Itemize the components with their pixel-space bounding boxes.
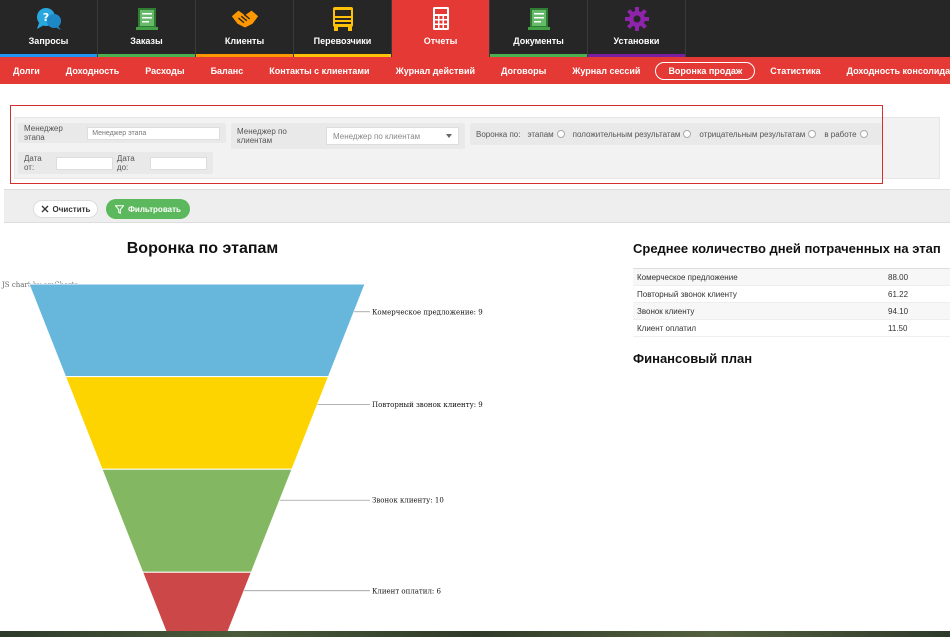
topnav-color-bar xyxy=(588,54,685,57)
financial-plan-title: Финансовый план xyxy=(633,351,753,366)
topnav-color-bar xyxy=(294,54,391,57)
topnav-color-bar xyxy=(0,54,97,57)
radio-label-positive: положительным результатам xyxy=(572,129,681,139)
clear-button[interactable]: Очистить xyxy=(33,200,98,218)
svg-text:?: ? xyxy=(42,11,48,24)
client-manager-group: Менеджер по клиентам Менеджер по клиента… xyxy=(231,123,465,149)
funnel-segment-label: Клиент оплатил: 6 xyxy=(372,587,442,595)
subnav-item-expenses[interactable]: Расходы xyxy=(145,65,185,76)
date-to-label: Дата до: xyxy=(116,154,135,172)
topnav-item-reports[interactable]: Отчеты xyxy=(392,0,490,57)
radio-label-in-progress: в работе xyxy=(824,129,857,139)
funnel-segment-label: Комерческое предложение: 9 xyxy=(372,308,483,316)
funnel-segment-1[interactable] xyxy=(28,283,366,378)
subnav-item-debts[interactable]: Долги xyxy=(13,65,40,76)
radio-positive[interactable] xyxy=(683,130,692,138)
topnav-color-bar xyxy=(98,54,195,57)
stage-name: Комерческое предложение xyxy=(637,272,738,282)
topnav-label: Запросы xyxy=(28,36,69,46)
funnel-segment-2[interactable] xyxy=(64,376,330,470)
funnel-segment-label: Повторный звонок клиенту: 9 xyxy=(372,401,483,409)
subnav-item-consolidation-profit[interactable]: Доходность консолидации xyxy=(846,65,950,76)
stage-manager-group: Менеджер этапа Менеджер этапа xyxy=(18,123,226,143)
topnav-label: Перевозчики xyxy=(313,36,372,46)
truck-icon xyxy=(328,6,358,32)
radio-label-stages: этапам xyxy=(527,129,554,139)
subnav-item-sales-funnel[interactable]: Воронка продаж xyxy=(655,61,756,80)
clear-button-label: Очистить xyxy=(52,204,91,214)
chat-bubbles-icon: ? xyxy=(34,6,64,32)
stage-days: 94.10 xyxy=(888,306,909,316)
radio-negative[interactable] xyxy=(808,130,817,138)
stage-manager-input[interactable]: Менеджер этапа xyxy=(87,126,220,140)
date-from-label: Дата от: xyxy=(24,154,42,172)
client-manager-select-value: Менеджер по клиентам xyxy=(333,131,421,141)
client-manager-label: Менеджер по клиентам xyxy=(237,127,287,145)
client-manager-select[interactable]: Менеджер по клиентам xyxy=(326,127,459,145)
stage-name: Клиент оплатил xyxy=(637,323,697,333)
document-list-icon xyxy=(132,6,162,32)
filter-button-label: Фильтровать xyxy=(128,204,181,214)
topnav-label: Установки xyxy=(613,36,660,46)
filters-highlight-box xyxy=(10,105,883,184)
date-from-input[interactable] xyxy=(56,156,113,170)
subnav-item-session-log[interactable]: Журнал сессий xyxy=(572,65,641,76)
documents-icon xyxy=(524,6,554,32)
stage-days: 11.50 xyxy=(888,323,908,333)
subnav-item-contracts[interactable]: Договоры xyxy=(501,65,547,76)
subnav-item-statistics[interactable]: Статистика xyxy=(770,65,821,76)
date-range-group: Дата от: Дата до: xyxy=(18,152,213,174)
stage-days: 88.00 xyxy=(888,272,909,282)
table-row: Комерческое предложение 88.00 xyxy=(633,269,950,286)
topnav-item-orders[interactable]: Заказы xyxy=(98,0,196,57)
filter-button[interactable]: Фильтровать xyxy=(106,199,190,219)
topnav-label: Заказы xyxy=(130,36,163,46)
topnav-color-bar xyxy=(490,54,587,57)
funnel-segment-4[interactable] xyxy=(141,571,253,632)
top-navigation: ? Запросы Заказы Клиенты Перевозчики Отч… xyxy=(0,0,950,57)
funnel-title: Воронка по этапам xyxy=(126,240,279,257)
topnav-color-bar xyxy=(196,54,293,57)
radio-label-negative: отрицательным результатам xyxy=(699,129,806,139)
stage-days: 61.22 xyxy=(888,289,909,299)
subnav-item-client-contacts[interactable]: Контакты с клиентами xyxy=(269,65,370,76)
subnav-item-action-log[interactable]: Журнал действий xyxy=(395,65,476,76)
radio-in-progress[interactable] xyxy=(859,130,868,138)
topnav-item-settings[interactable]: Установки xyxy=(588,0,686,57)
handshake-icon xyxy=(230,6,260,32)
topnav-item-carriers[interactable]: Перевозчики xyxy=(294,0,392,57)
radio-stages[interactable] xyxy=(556,130,565,138)
topnav-label: Клиенты xyxy=(224,36,265,46)
reports-subnav: Долги Доходность Расходы Баланс Контакты… xyxy=(0,57,950,84)
funnel-type-group: Воронка по: этапам положительным результ… xyxy=(470,123,882,145)
topnav-item-requests[interactable]: ? Запросы xyxy=(0,0,98,57)
topnav-item-clients[interactable]: Клиенты xyxy=(196,0,294,57)
close-icon xyxy=(41,205,49,213)
stage-name: Повторный звонок клиенту xyxy=(637,289,737,299)
table-row: Звонок клиенту 94.10 xyxy=(633,303,950,320)
chevron-down-icon xyxy=(446,134,452,138)
funnel-segment-3[interactable] xyxy=(101,468,293,573)
gear-icon xyxy=(622,6,652,32)
funnel-chart: Комерческое предложение: 9 Повторный звон… xyxy=(28,283,483,632)
avg-days-table: Комерческое предложение 88.00 Повторный … xyxy=(633,268,950,337)
topnav-label: Документы xyxy=(513,36,564,46)
topnav-label: Отчеты xyxy=(423,36,458,46)
table-row: Повторный звонок клиенту 61.22 xyxy=(633,286,950,303)
bottom-background-strip xyxy=(0,631,950,637)
avg-days-title: Среднее количество дней потраченных на э… xyxy=(633,241,941,256)
stage-name: Звонок клиенту xyxy=(637,306,695,316)
filter-icon xyxy=(115,204,125,214)
calculator-icon xyxy=(426,6,456,32)
subnav-item-profitability[interactable]: Доходность xyxy=(65,65,120,76)
topnav-item-documents[interactable]: Документы xyxy=(490,0,588,57)
stage-manager-label: Менеджер этапа xyxy=(24,124,63,142)
date-to-input[interactable] xyxy=(150,156,207,170)
table-row: Клиент оплатил 11.50 xyxy=(633,320,950,337)
funnel-segment-label: Звонок клиенту: 10 xyxy=(372,497,444,505)
funnel-by-label: Воронка по: xyxy=(476,129,521,139)
subnav-item-balance[interactable]: Баланс xyxy=(210,65,244,76)
